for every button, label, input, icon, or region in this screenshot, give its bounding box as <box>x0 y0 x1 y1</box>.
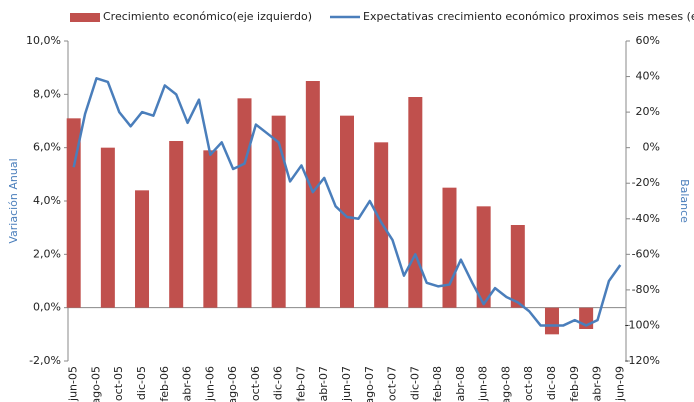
x-tick-label: dic-07 <box>408 366 421 400</box>
y2-tick-label: -100% <box>625 318 660 331</box>
y2-tick-label: -60% <box>632 247 660 260</box>
x-tick-label: feb-09 <box>568 366 581 402</box>
x-tick-label: ago-08 <box>499 366 512 402</box>
x-tick-label: oct-08 <box>522 366 535 401</box>
x-tick-label: feb-08 <box>431 366 444 402</box>
y2-tick-label: 40% <box>636 70 660 83</box>
y2-tick-label: 60% <box>636 34 660 47</box>
x-tick-label: oct-07 <box>386 366 399 401</box>
y2-tick-label: -80% <box>632 283 660 296</box>
x-tick-label: jun-05 <box>67 366 80 402</box>
x-tick-label: abr-08 <box>454 366 467 402</box>
legend-label: Crecimiento económico(eje izquierdo) <box>103 10 312 23</box>
x-tick-label: jun-06 <box>203 366 216 402</box>
bar <box>169 141 184 308</box>
x-tick-label: jun-07 <box>340 366 353 402</box>
line <box>72 77 622 327</box>
y-tick-label: 10,0% <box>26 34 61 47</box>
y-tick-label: -2,0% <box>29 354 61 367</box>
bar <box>476 206 491 308</box>
bar <box>442 187 457 308</box>
bar <box>135 190 150 308</box>
y2-tick-label: -40% <box>632 212 660 225</box>
y2-tick-label: -20% <box>632 176 660 189</box>
bar <box>237 98 252 308</box>
legend-swatch <box>70 13 100 22</box>
x-tick-label: oct-05 <box>112 366 125 401</box>
bar <box>510 225 525 308</box>
bar <box>374 142 389 308</box>
x-tick-label: oct-06 <box>249 366 262 401</box>
x-tick-label: dic-05 <box>135 366 148 400</box>
x-tick-label: ago-07 <box>363 366 376 402</box>
x-tick-label: feb-07 <box>294 366 307 402</box>
bar <box>305 81 320 308</box>
y-tick-label: 0,0% <box>33 301 61 314</box>
bar <box>271 115 286 308</box>
bar <box>544 307 559 335</box>
bar <box>340 115 354 308</box>
y-tick-label: 6,0% <box>33 141 61 154</box>
x-tick-label: jun-08 <box>477 366 490 402</box>
bar <box>408 97 423 308</box>
y2-axis-title: Balance <box>678 179 691 223</box>
x-tick-label: jun-09 <box>613 366 626 402</box>
x-tick-label: ago-05 <box>89 366 102 402</box>
x-tick-label: abr-06 <box>181 366 194 402</box>
x-tick-label: dic-08 <box>545 366 558 400</box>
bar <box>203 150 218 308</box>
x-tick-label: feb-06 <box>158 366 171 402</box>
y2-tick-label: -120% <box>625 354 660 367</box>
x-tick-label: ago-06 <box>226 366 239 402</box>
bar <box>100 147 115 308</box>
y-axis-title: Variación Anual <box>7 158 20 243</box>
x-tick-label: abr-07 <box>317 366 330 402</box>
y-tick-label: 8,0% <box>33 87 61 100</box>
bar <box>66 118 81 308</box>
y-tick-label: 2,0% <box>33 247 61 260</box>
y2-tick-label: 0% <box>643 141 660 154</box>
x-tick-label: abr-09 <box>591 366 604 402</box>
legend-label: Expectativas crecimiento económico proxi… <box>363 10 694 23</box>
y-tick-label: 4,0% <box>33 194 61 207</box>
x-tick-label: dic-06 <box>272 366 285 400</box>
y2-tick-label: 20% <box>636 105 660 118</box>
